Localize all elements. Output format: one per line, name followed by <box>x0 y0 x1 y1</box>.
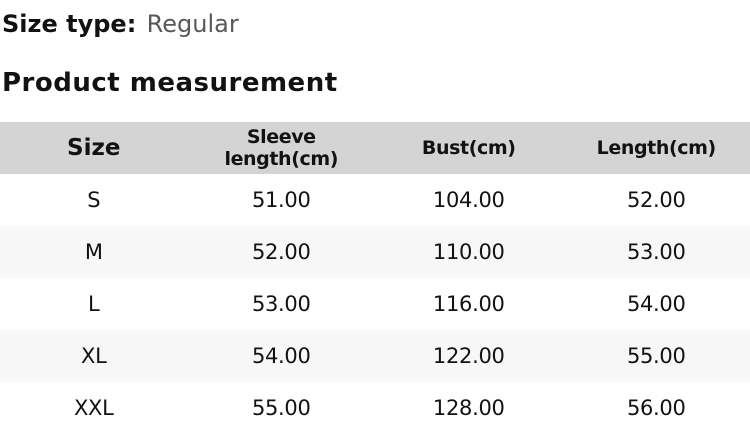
measurement-cell: 54.00 <box>251 344 311 368</box>
size-cell: L <box>88 292 100 316</box>
measurement-cell: 51.00 <box>251 188 311 212</box>
size-type-label: Size type: <box>2 10 137 38</box>
measurement-cell: 122.00 <box>432 344 505 368</box>
size-cell: XXL <box>73 396 114 420</box>
measurement-cell: 54.00 <box>626 292 686 316</box>
column-header-size: Size <box>67 135 121 161</box>
size-cell: S <box>87 188 101 212</box>
column-header-sleeve-length-cm: Sleeve length(cm) <box>224 126 339 170</box>
measurement-cell: 53.00 <box>626 240 686 264</box>
measurement-cell: 53.00 <box>251 292 311 316</box>
table-row-l: L 53.00 116.00 54.00 <box>0 278 750 330</box>
size-cell: XL <box>81 344 107 368</box>
size-cell: M <box>84 240 103 264</box>
measurement-cell: 52.00 <box>626 188 686 212</box>
table-body: S 51.00 104.00 52.00 M 52.00 110.00 53.00 L 53.00… <box>0 174 750 434</box>
table-row-xxl: XXL 55.00 128.00 56.00 <box>0 382 750 434</box>
measurement-cell: 52.00 <box>251 240 311 264</box>
table-header: Size Sleeve length(cm) Bust(cm) Length(cm) <box>0 122 750 174</box>
measurement-cell: 55.00 <box>251 396 311 420</box>
table-row-s: S 51.00 104.00 52.00 <box>0 174 750 226</box>
table-header-row: Size Sleeve length(cm) Bust(cm) Length(cm) <box>0 122 750 174</box>
measurement-cell: 55.00 <box>626 344 686 368</box>
column-header-bust-cm: Bust(cm) <box>421 137 516 159</box>
size-type-heading: Size type: Regular <box>2 8 750 40</box>
table-row-xl: XL 54.00 122.00 55.00 <box>0 330 750 382</box>
measurement-cell: 104.00 <box>432 188 505 212</box>
table-row-m: M 52.00 110.00 53.00 <box>0 226 750 278</box>
measurement-cell: 56.00 <box>626 396 686 420</box>
measurement-cell: 116.00 <box>432 292 505 316</box>
measurement-cell: 110.00 <box>432 240 505 264</box>
measurement-cell: 128.00 <box>432 396 505 420</box>
product-measurement-title: Product measurement <box>2 68 338 98</box>
size-measurement-table: Size Sleeve length(cm) Bust(cm) Length(cm) … <box>0 122 750 434</box>
size-type-value: Regular <box>146 10 239 38</box>
column-header-length-cm: Length(cm) <box>596 137 717 159</box>
